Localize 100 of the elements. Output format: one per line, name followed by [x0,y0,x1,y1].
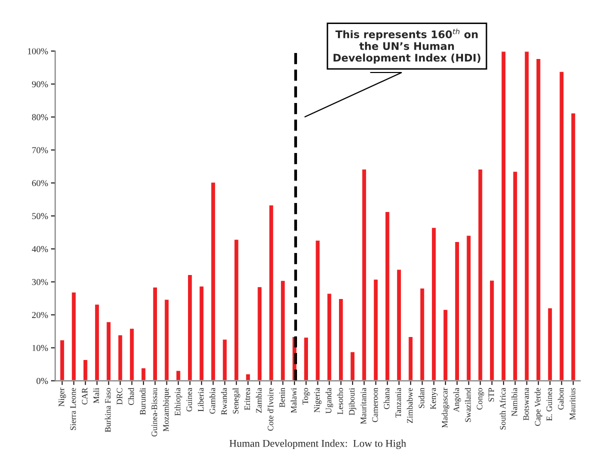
x-tick-label: Cote d'Ivoire [267,388,274,431]
y-tick-label: 30% [32,278,48,286]
x-tick-label: Nigeria [314,388,322,412]
y-tick-label: 60% [32,180,48,186]
bar [70,291,78,381]
x-tick-label: Gambia [209,388,216,414]
y-tick-label: 100% [28,48,48,54]
x-tick-label: Tanzania [395,388,402,418]
bar [477,168,484,381]
bar [454,240,460,381]
x-tick-label: Malawi [290,388,297,413]
x-tick-label: Rwanda [221,388,227,415]
bar [152,286,158,381]
x-tick-label: Djibouti [348,388,356,416]
y-tick-label: 50% [32,213,48,220]
x-tick-label: Eritrea [244,388,250,410]
x-tick-label: Liberia [198,388,204,412]
bar [163,298,170,381]
x-tick-label: Burkina Faso [104,388,111,432]
bar [58,338,66,381]
x-tick-label: Togo [302,388,310,405]
bar [570,112,577,381]
bar [512,170,518,381]
bar [326,292,333,381]
x-tick-label: Niger [58,388,66,406]
x-tick-label: Guinea-Bissau [152,388,158,436]
x-tick-label: Chad [128,388,134,405]
bar [396,268,402,381]
x-tick-label: STP [488,388,494,402]
bar [418,287,426,381]
bar [198,285,205,381]
annotation: This represents 160$^{th}$ on the UN’s Human Development Index (HDI) [334,28,480,64]
bar [465,234,472,381]
x-tick-label: Angola [453,388,461,412]
y-tick-label: 80% [32,114,48,120]
x-tick-label: Gabon [558,388,564,410]
x-tick-label: Cape Verde [534,388,542,426]
x-tick-label: South Africa [500,388,506,430]
bar [488,279,496,381]
x-tick-label: Cameroon [372,388,378,422]
x-tick-label: Mauritius [570,388,576,420]
bar [175,370,182,381]
bar [372,278,380,381]
x-tick-label: E. Guinea [546,388,552,421]
bar [523,51,530,381]
bar [338,298,344,381]
x-tick-label: Lesotho [337,388,344,414]
bar [221,338,228,381]
bar [349,350,356,381]
y-tick-label: 10% [32,344,48,352]
x-tick-label: Mozambique [162,388,170,432]
bar [82,358,89,381]
x-tick-label: Sudan [418,388,424,408]
bar [128,327,136,381]
x-tick-label: Burundi [140,388,146,415]
x-tick-label: Swaziland [464,388,471,422]
bar [186,274,194,381]
x-tick-label: Uganda [326,388,334,414]
bar [280,280,286,381]
x-tick-label: Mali [93,388,100,404]
bar [116,334,124,381]
x-axis-title: Human Development Index: Low to High [229,440,406,450]
bar [94,303,100,381]
bar [268,204,275,381]
bar [360,168,368,381]
x-tick-label: Madagascar [442,388,450,428]
bar [546,306,554,381]
bar [430,226,438,381]
x-tick-label: CAR [82,388,88,404]
x-tick-label: Namibia [511,388,518,416]
x-tick-label: Guinea [186,388,192,412]
x-tick-label: Botswana [523,388,529,420]
bar [442,308,449,381]
bar [407,336,414,381]
bar [558,70,565,381]
bar [500,51,507,381]
bar [210,181,216,381]
x-tick-label: Zambia [256,388,262,413]
x-tick-label: Mauritania [360,388,366,424]
x-tick-label: Ghana [384,388,390,410]
x-tick-label: Zimbabwe [406,388,413,423]
bar [244,372,252,381]
bar [302,336,310,381]
y-tick-label: 40% [32,246,48,252]
x-tick-label: Senegal [232,388,240,414]
y-tick-label: 0% [36,378,48,384]
bar [140,366,147,381]
bar [105,320,112,381]
y-tick-label: 20% [32,312,48,318]
bar [233,238,240,381]
x-tick-label: Congo [476,388,484,410]
y-tick-label: 70% [32,147,48,154]
x-tick-label: Kenya [430,388,438,410]
bar [384,210,391,381]
y-tick-label: 90% [32,81,48,88]
x-tick-label: DRC [116,388,122,405]
x-tick-label: Benin [279,388,285,408]
x-tick-label: Sierra Leone [70,388,76,430]
x-tick-label: Ethiopia [174,388,182,416]
bar [314,239,322,381]
